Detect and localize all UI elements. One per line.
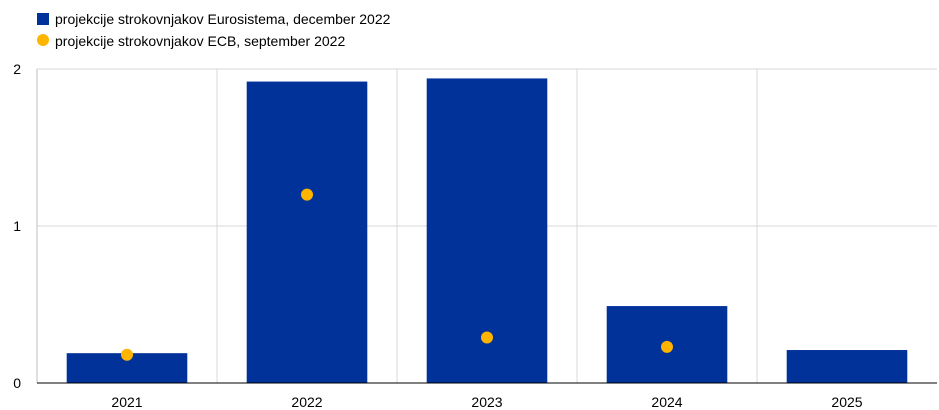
marker-point — [301, 188, 313, 201]
legend-label-markers: projekcije strokovnjakov ECB, september … — [55, 33, 345, 49]
x-tick-label: 2021 — [111, 394, 142, 410]
x-tick-label: 2024 — [651, 394, 682, 410]
x-tick-label: 2025 — [831, 394, 862, 410]
marker-point — [121, 348, 133, 361]
x-tick-label: 2022 — [291, 394, 322, 410]
markers — [121, 188, 673, 361]
legend: projekcije strokovnjakov Eurosistema, de… — [37, 11, 391, 49]
y-tick-label: 1 — [13, 218, 21, 234]
y-tick-label: 0 — [13, 375, 21, 391]
marker-point — [481, 331, 493, 344]
bar — [786, 350, 908, 383]
legend-label-bars: projekcije strokovnjakov Eurosistema, de… — [55, 11, 391, 27]
legend-item-markers: projekcije strokovnjakov ECB, september … — [37, 33, 345, 49]
y-tick-label: 2 — [13, 61, 21, 77]
bar — [246, 81, 368, 383]
legend-item-bars: projekcije strokovnjakov Eurosistema, de… — [37, 11, 391, 27]
x-tick-label: 2023 — [471, 394, 502, 410]
axes — [36, 69, 937, 384]
legend-swatch-bars — [37, 13, 49, 25]
tick-labels: 0 1 2 2021 2022 2023 2024 2025 — [13, 61, 863, 410]
marker-point — [661, 340, 673, 353]
legend-swatch-markers — [37, 34, 49, 46]
